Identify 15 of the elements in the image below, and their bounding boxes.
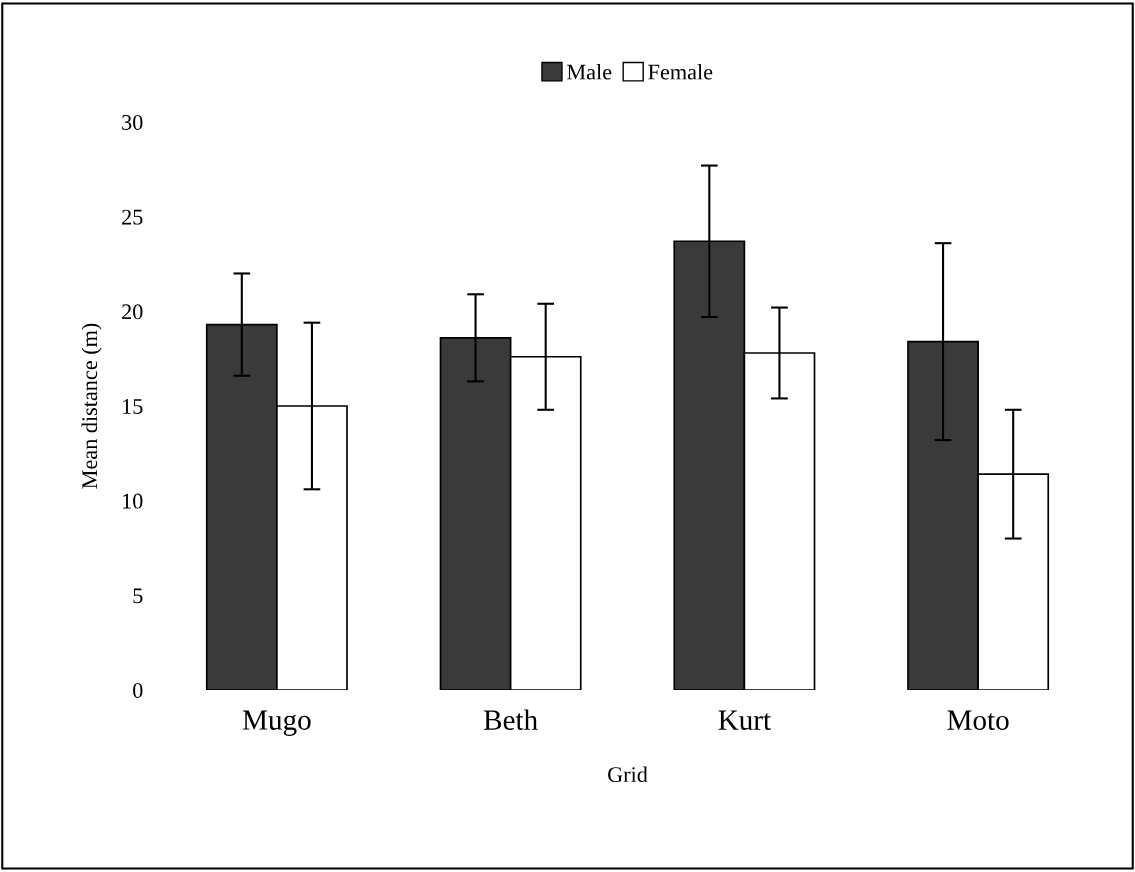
y-tick-label: 25 — [122, 209, 143, 225]
x-tick-label: Beth — [483, 709, 538, 730]
y-tick-label: 0 — [133, 682, 143, 698]
y-axis-title: Mean distance (m) — [81, 323, 102, 489]
y-tick-label: 30 — [122, 114, 143, 130]
y-tick-label: 15 — [123, 399, 143, 414]
x-axis-title: Grid — [608, 766, 648, 783]
x-tick-label: Kurt — [718, 710, 771, 730]
x-tick-label: Moto — [947, 710, 1009, 730]
y-tick-label: 5 — [133, 588, 143, 604]
y-tick-label: 20 — [122, 304, 143, 320]
legend-label: Female — [648, 63, 713, 80]
legend-label: Male — [567, 63, 612, 80]
x-tick-label: Mugo — [242, 710, 311, 736]
y-tick-label: 10 — [123, 493, 143, 509]
